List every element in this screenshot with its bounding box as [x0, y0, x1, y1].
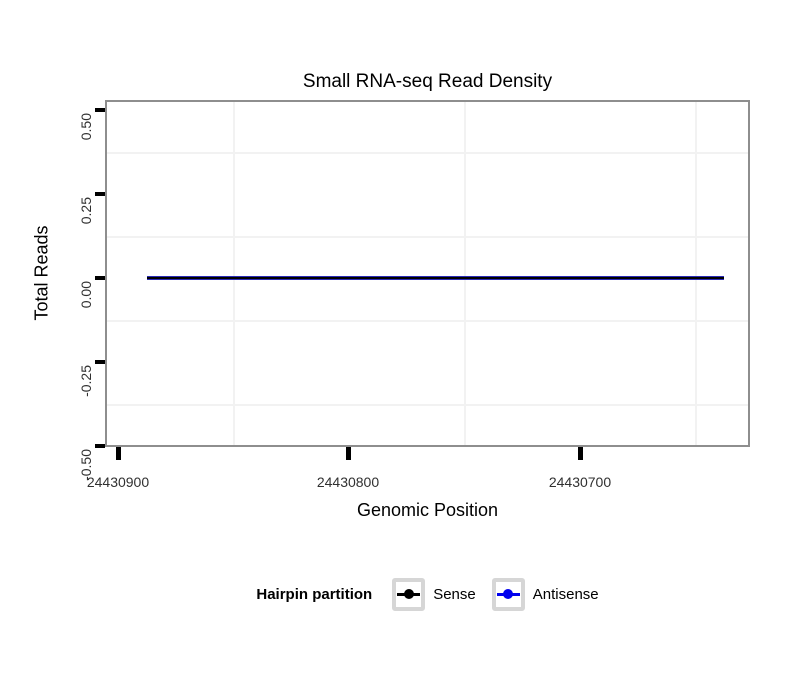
- gridline-minor-h: [107, 152, 748, 154]
- legend: Hairpin partition Sense Antisense: [105, 576, 750, 612]
- y-tick-label: -0.25: [78, 365, 94, 397]
- gridline-minor-h: [107, 404, 748, 406]
- legend-label-sense: Sense: [433, 585, 476, 603]
- x-axis-title: Genomic Position: [356, 500, 499, 520]
- antisense-series-line: [147, 276, 724, 280]
- legend-title: Hairpin partition: [256, 585, 373, 603]
- y-tick-mark: [95, 444, 105, 448]
- sense-point-icon: [403, 589, 414, 599]
- x-tick-label: 24430900: [86, 474, 150, 490]
- plot-panel: [105, 100, 750, 447]
- gridline-minor-v: [233, 102, 235, 445]
- chart-title: Small RNA-seq Read Density: [302, 71, 553, 92]
- y-tick-label: 0.50: [78, 113, 94, 141]
- y-tick-mark: [95, 192, 105, 196]
- legend-label-antisense: Antisense: [532, 585, 599, 603]
- x-tick-label: 24430800: [316, 474, 380, 490]
- y-axis-title: Total Reads: [31, 225, 52, 321]
- x-tick-mark: [578, 447, 583, 460]
- x-tick-label: 24430700: [548, 474, 612, 490]
- x-tick-mark: [116, 447, 121, 460]
- y-tick-label: 0.25: [78, 197, 94, 225]
- gridline-minor-v: [464, 102, 466, 445]
- y-tick-mark: [95, 108, 105, 112]
- legend-key-sense: [392, 577, 426, 611]
- gridline-minor-h: [107, 320, 748, 322]
- antisense-point-icon: [503, 589, 514, 599]
- y-tick-mark: [95, 276, 105, 280]
- x-tick-mark: [346, 447, 351, 460]
- gridline-minor-h: [107, 236, 748, 238]
- y-tick-mark: [95, 360, 105, 364]
- y-tick-label: 0.00: [78, 281, 94, 309]
- gridline-minor-v: [695, 102, 697, 445]
- legend-key-antisense: [491, 577, 525, 611]
- sense-series-line: [147, 277, 724, 279]
